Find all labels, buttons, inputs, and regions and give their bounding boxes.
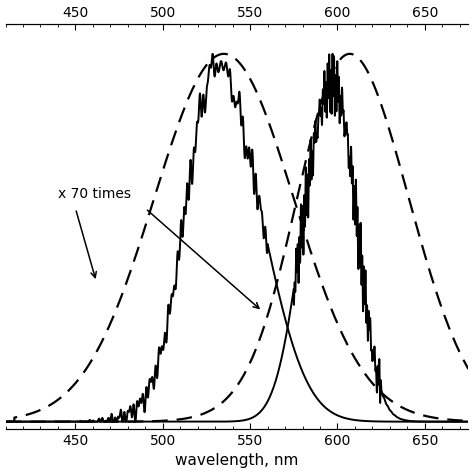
Text: x 70 times: x 70 times — [58, 187, 131, 201]
X-axis label: wavelength, nm: wavelength, nm — [175, 454, 299, 468]
